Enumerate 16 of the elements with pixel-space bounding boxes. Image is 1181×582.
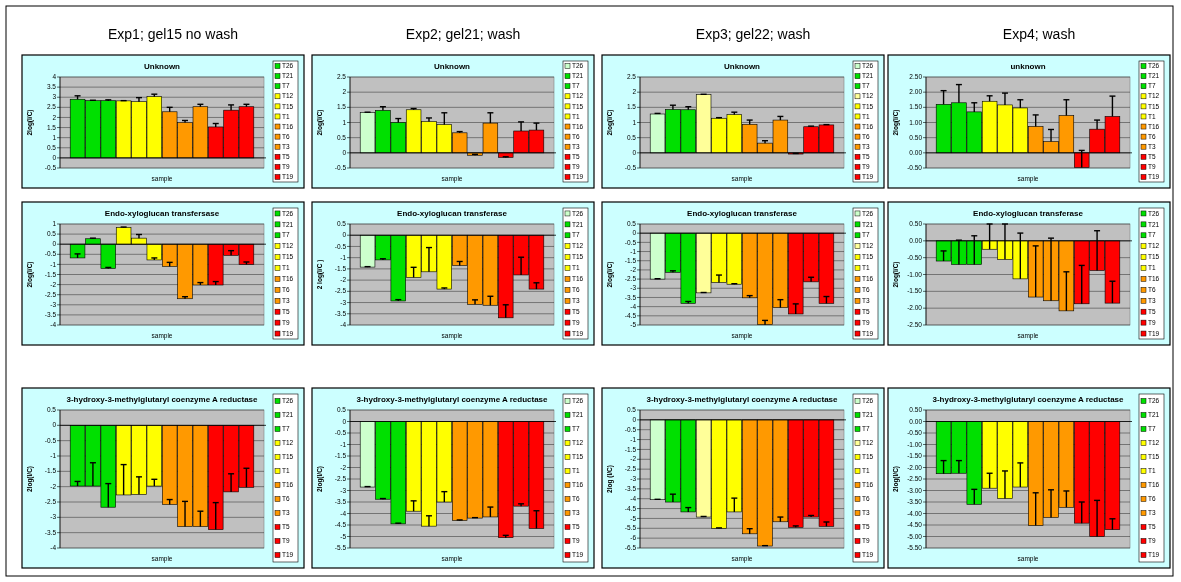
chart-title: Endo-xyloglucan transfersase (104, 209, 220, 218)
chart-title: 3-hydroxy-3-methylglutaryl coenzyme A reductase (646, 395, 839, 404)
chart-title: 3-hydroxy-3-methylglutaryl coenzyme A reductase (356, 395, 549, 404)
chart-subtitle: Unknown (144, 62, 181, 71)
chart-title: Endo-xyloglucan transferase (397, 209, 508, 218)
chart-subtitle: unknown (1010, 62, 1046, 71)
chart-subtitle: Unknown (724, 62, 761, 71)
chart-title: Exp4; wash (1002, 26, 1076, 42)
chart-title: Endo-xyloglucan transferase (973, 209, 1084, 218)
chart-title: 3-hydroxy-3-methylglutaryl coenzyme A reductase (66, 395, 259, 404)
chart-title: Exp2; gel21; wash (405, 26, 521, 42)
chart-title: 3-hydroxy-3-methylglutaryl coenzyme A reductase (932, 395, 1125, 404)
chart-title: Endo-xyloglucan transferase (687, 209, 798, 218)
chart-title: Exp1; gel15 no wash (108, 26, 238, 42)
chart-subtitle: Unknown (434, 62, 471, 71)
chart-title: Exp3; gel22; wash (695, 26, 811, 42)
